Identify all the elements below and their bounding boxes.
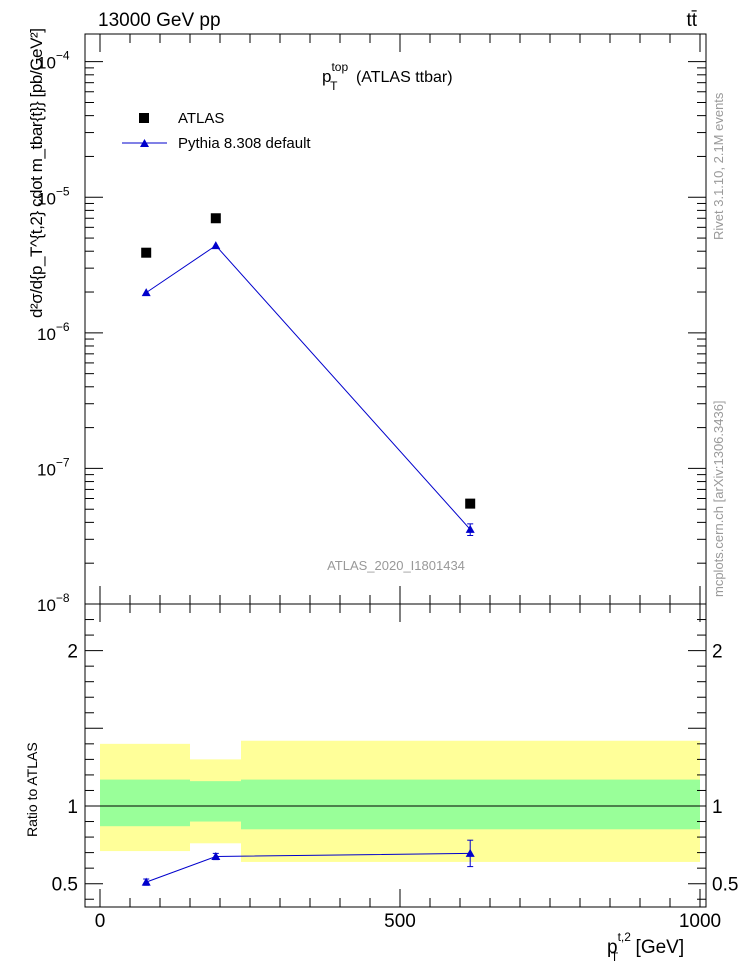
rivet-version-label: Rivet 3.1.10, 2.1M events xyxy=(711,92,726,240)
pythia-point xyxy=(211,241,221,250)
legend-atlas-label: ATLAS xyxy=(178,110,224,127)
source-label: mcplots.cern.ch [arXiv:1306.3436] xyxy=(711,400,726,597)
main-plot-marks xyxy=(141,213,476,537)
main-y-tick-label: 10−7 xyxy=(37,455,70,479)
main-y-tick-label: 10−8 xyxy=(37,591,70,615)
x-tick-label: 1000 xyxy=(679,911,721,932)
main-y-tick-label: 10−4 xyxy=(37,49,70,73)
x-axis-label: pt,2 T [GeV] xyxy=(607,930,684,964)
atlas-data-point xyxy=(465,498,476,509)
legend-pythia-label: Pythia 8.308 default xyxy=(178,135,311,152)
ratio-y-tick-label-right: 2 xyxy=(712,642,723,663)
legend-pythia-marker xyxy=(140,139,149,147)
main-y-tick-label: 10−5 xyxy=(37,184,70,208)
legend-atlas-marker xyxy=(139,113,149,123)
x-tick-label: 500 xyxy=(384,911,416,932)
ratio-plot-marks xyxy=(141,839,475,886)
ratio-plot-frame xyxy=(84,603,707,908)
ratio-band-inner xyxy=(100,779,190,827)
process-label: tt̄ xyxy=(686,10,697,31)
ratio-band-inner xyxy=(241,779,700,830)
ratio-y-tick-label-right: 0.5 xyxy=(712,875,738,896)
main-y-tick-label: 10−6 xyxy=(37,320,70,344)
pythia-point xyxy=(465,524,475,533)
analysis-watermark: ATLAS_2020_I1801434 xyxy=(327,558,465,573)
plot-title: ptop T (ATLAS ttbar) xyxy=(322,60,453,93)
ratio-y-axis: 0.5 0.5 1 1 2 2 xyxy=(52,603,738,900)
x-tick-label: 0 xyxy=(95,911,106,932)
ratio-y-tick-label-left: 0.5 xyxy=(52,875,78,896)
main-y-axis-label: d²σ/d{p_T^{t,2} cdot m_tbar{t}} [pb/GeV²… xyxy=(27,28,46,318)
ratio-pythia-point xyxy=(465,848,475,857)
legend: ATLAS Pythia 8.308 default xyxy=(122,110,311,152)
atlas-data-point xyxy=(141,247,152,258)
ratio-pythia-point xyxy=(141,877,151,886)
energy-label: 13000 GeV pp xyxy=(98,10,221,31)
ratio-y-tick-label-left: 2 xyxy=(67,642,78,663)
pythia-line xyxy=(145,244,471,530)
atlas-data-point xyxy=(210,213,221,224)
ratio-y-tick-label-left: 1 xyxy=(67,797,78,818)
main-y-axis: 10−8 10−7 10−6 10−5 10−4 xyxy=(37,49,706,615)
x-axis: 0 500 1000 xyxy=(95,34,721,932)
pythia-point xyxy=(141,288,151,297)
ratio-pythia-point xyxy=(211,852,221,860)
ratio-uncertainty-bands xyxy=(100,740,700,862)
ratio-y-axis-label: Ratio to ATLAS xyxy=(24,742,40,837)
ratio-y-tick-label-right: 1 xyxy=(712,797,723,818)
ratio-band-inner xyxy=(190,781,241,822)
